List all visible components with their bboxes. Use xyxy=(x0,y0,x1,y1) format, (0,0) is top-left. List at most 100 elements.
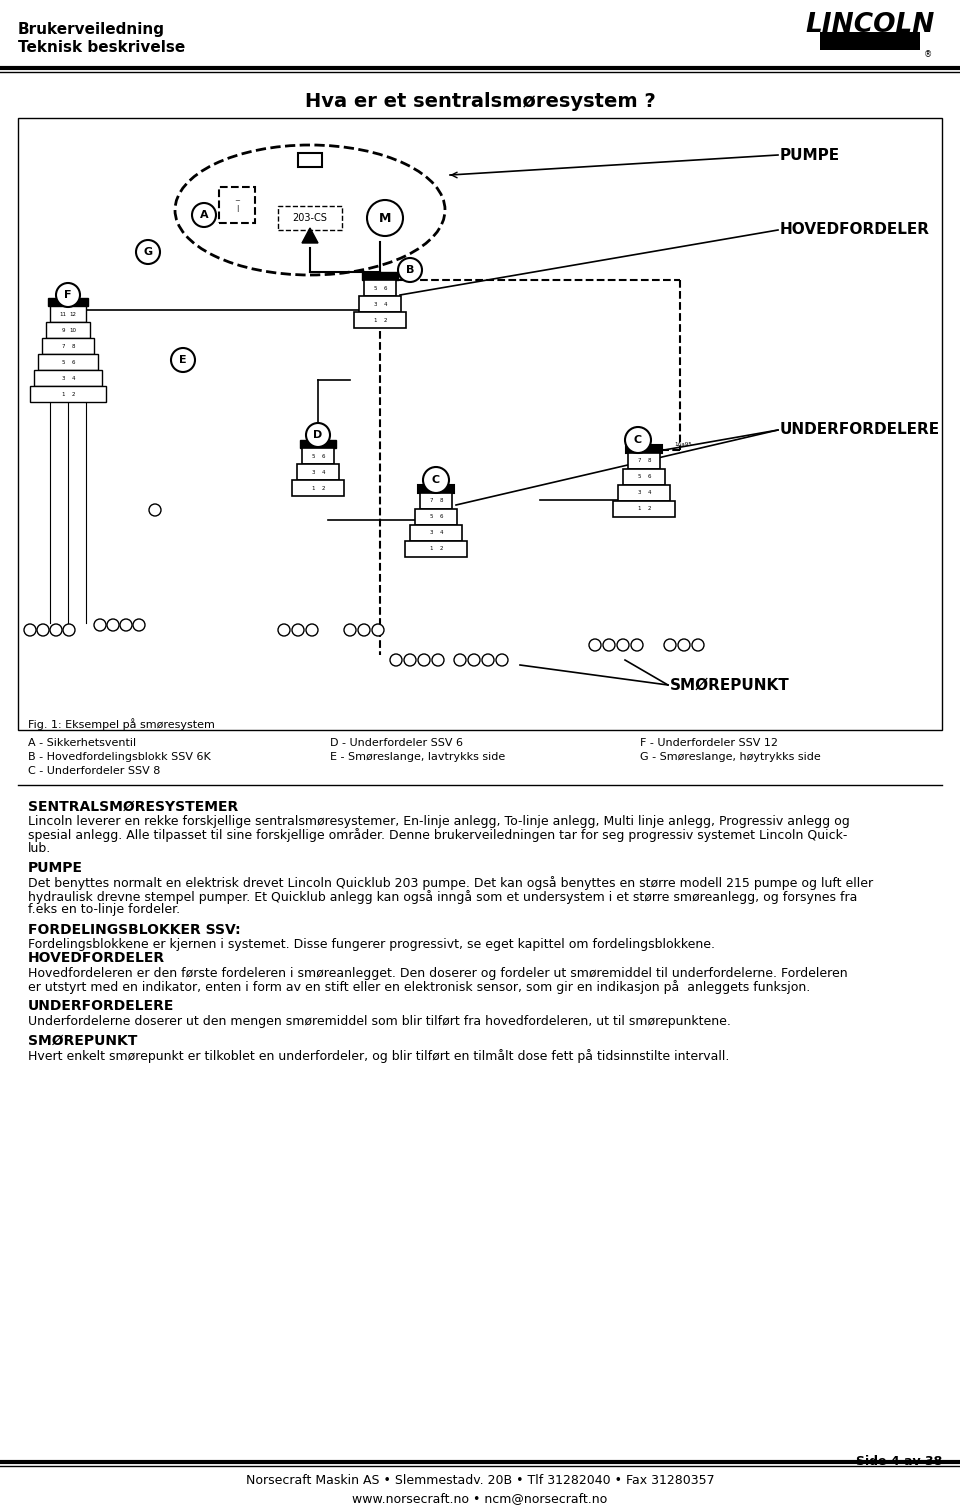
Text: 6: 6 xyxy=(383,286,387,290)
Text: 1: 1 xyxy=(311,485,315,490)
Bar xyxy=(50,305,86,322)
Bar xyxy=(30,386,106,402)
Text: Side 4 av 38: Side 4 av 38 xyxy=(855,1455,942,1468)
Text: Brukerveiledning: Brukerveiledning xyxy=(18,23,165,36)
Text: PUMPE: PUMPE xyxy=(780,148,840,162)
Circle shape xyxy=(496,655,508,665)
Text: HOVEDFORDELER: HOVEDFORDELER xyxy=(780,222,930,237)
Bar xyxy=(410,525,462,541)
Text: G: G xyxy=(143,246,153,257)
Circle shape xyxy=(37,624,49,637)
Text: D - Underfordeler SSV 6: D - Underfordeler SSV 6 xyxy=(330,738,463,748)
Text: 1: 1 xyxy=(373,318,376,322)
Text: SENTRALSMØRESYSTEMER: SENTRALSMØRESYSTEMER xyxy=(28,800,238,813)
Text: 1: 1 xyxy=(429,546,433,552)
Text: hydraulisk drevne stempel pumper. Et Quicklub anlegg kan også inngå som et under: hydraulisk drevne stempel pumper. Et Qui… xyxy=(28,891,857,904)
Circle shape xyxy=(344,624,356,637)
Circle shape xyxy=(398,259,422,283)
Text: Hvert enkelt smørepunkt er tilkoblet en underfordeler, og blir tilført en tilmål: Hvert enkelt smørepunkt er tilkoblet en … xyxy=(28,1049,730,1063)
Circle shape xyxy=(664,640,676,652)
Bar xyxy=(34,370,102,386)
Bar xyxy=(623,469,665,485)
Circle shape xyxy=(390,655,402,665)
Text: A - Sikkerhetsventil: A - Sikkerhetsventil xyxy=(28,738,136,748)
Bar xyxy=(48,298,88,305)
Circle shape xyxy=(692,640,704,652)
Text: UNDERFORDELERE: UNDERFORDELERE xyxy=(780,422,940,437)
Circle shape xyxy=(94,618,106,631)
Text: 9: 9 xyxy=(61,328,64,333)
Bar xyxy=(359,296,401,311)
Bar xyxy=(820,32,920,50)
Circle shape xyxy=(133,618,145,631)
Text: 4: 4 xyxy=(440,531,443,535)
Circle shape xyxy=(24,624,36,637)
Bar xyxy=(613,500,675,517)
Circle shape xyxy=(56,283,80,307)
Text: Fig. 1: Eksempel på smøresystem: Fig. 1: Eksempel på smøresystem xyxy=(28,718,215,730)
Circle shape xyxy=(678,640,690,652)
Text: 5: 5 xyxy=(637,475,640,479)
Text: 4: 4 xyxy=(322,470,324,475)
Circle shape xyxy=(589,640,601,652)
Text: er utstyrt med en indikator, enten i form av en stift eller en elektronisk senso: er utstyrt med en indikator, enten i for… xyxy=(28,980,810,993)
Text: 2: 2 xyxy=(440,546,443,552)
Text: SMØREPUNKT: SMØREPUNKT xyxy=(670,677,790,692)
Text: 4: 4 xyxy=(71,375,75,381)
Text: Hva er et sentralsmøresystem ?: Hva er et sentralsmøresystem ? xyxy=(304,92,656,110)
Text: B - Hovedfordelingsblokk SSV 6K: B - Hovedfordelingsblokk SSV 6K xyxy=(28,751,211,762)
Bar xyxy=(42,339,94,354)
Text: 1: 1 xyxy=(637,507,640,511)
Circle shape xyxy=(454,655,466,665)
Circle shape xyxy=(107,618,119,631)
Text: C: C xyxy=(432,475,440,485)
Text: 4: 4 xyxy=(383,301,387,307)
Circle shape xyxy=(149,503,161,516)
Text: 6: 6 xyxy=(647,475,651,479)
Circle shape xyxy=(50,624,62,637)
Circle shape xyxy=(603,640,615,652)
Text: F - Underfordeler SSV 12: F - Underfordeler SSV 12 xyxy=(640,738,778,748)
Bar xyxy=(418,485,454,493)
Text: 1Δa95: 1Δa95 xyxy=(674,443,692,448)
Circle shape xyxy=(617,640,629,652)
Circle shape xyxy=(625,426,651,454)
Text: B: B xyxy=(406,265,414,275)
Circle shape xyxy=(418,655,430,665)
Text: M: M xyxy=(379,212,391,224)
Text: 4: 4 xyxy=(647,490,651,496)
Text: 6: 6 xyxy=(71,360,75,364)
Bar xyxy=(300,440,336,448)
Text: 6: 6 xyxy=(440,514,443,520)
Bar xyxy=(364,280,396,296)
Text: lub.: lub. xyxy=(28,842,51,854)
Bar xyxy=(38,354,98,370)
Text: Norsecraft Maskin AS • Slemmestadv. 20B • Tlf 31282040 • Fax 31280357: Norsecraft Maskin AS • Slemmestadv. 20B … xyxy=(246,1474,714,1486)
Text: C - Underfordeler SSV 8: C - Underfordeler SSV 8 xyxy=(28,767,160,776)
Text: LINCOLN: LINCOLN xyxy=(805,12,935,38)
Text: 3: 3 xyxy=(61,375,64,381)
Text: 10: 10 xyxy=(69,328,77,333)
Bar xyxy=(362,272,398,280)
Circle shape xyxy=(631,640,643,652)
Circle shape xyxy=(192,203,216,227)
Text: 7: 7 xyxy=(637,458,640,464)
Text: 203-CS: 203-CS xyxy=(293,213,327,222)
Text: Hovedfordeleren er den første fordeleren i smøreanlegget. Den doserer og fordele: Hovedfordeleren er den første fordeleren… xyxy=(28,966,848,980)
Text: 5: 5 xyxy=(429,514,433,520)
Text: 8: 8 xyxy=(440,499,443,503)
Text: 5: 5 xyxy=(373,286,376,290)
Text: C: C xyxy=(634,435,642,445)
Text: 3: 3 xyxy=(429,531,433,535)
Bar xyxy=(420,493,452,510)
Bar xyxy=(415,510,457,525)
Bar xyxy=(628,454,660,469)
Text: 11: 11 xyxy=(60,311,66,316)
Text: D: D xyxy=(313,429,323,440)
Text: 8: 8 xyxy=(71,343,75,348)
Circle shape xyxy=(292,624,304,637)
Circle shape xyxy=(367,200,403,236)
Text: 2: 2 xyxy=(647,507,651,511)
Text: UNDERFORDELERE: UNDERFORDELERE xyxy=(28,999,175,1013)
Text: 6: 6 xyxy=(322,454,324,458)
